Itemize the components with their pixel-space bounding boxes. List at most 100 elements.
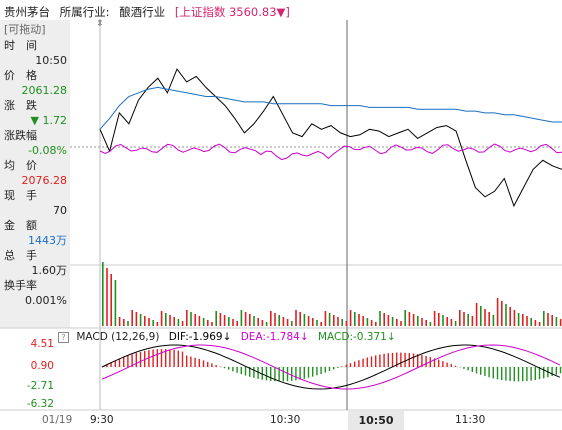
macd-bar: [517, 367, 520, 382]
macd-bar: [425, 356, 427, 367]
volume-bar: [291, 321, 293, 326]
macd-bar: [358, 360, 360, 367]
industry-value[interactable]: 酿酒行业: [119, 5, 166, 19]
volume-bar: [307, 316, 310, 326]
macd-bar: [152, 349, 154, 367]
macd-bar: [379, 354, 381, 367]
dea-line: [101, 344, 561, 390]
change-label: 涨 跌: [4, 99, 37, 112]
macd-bar: [228, 367, 230, 370]
macd-bar: [303, 367, 305, 379]
volume-bar: [362, 316, 364, 326]
macd-bar: [375, 355, 377, 367]
volume-bar: [253, 316, 255, 326]
time-label: 时 间: [4, 39, 37, 52]
volume-bar: [505, 304, 507, 326]
volume-bar: [534, 320, 537, 326]
volume-bar: [215, 311, 217, 326]
macd-bar: [106, 365, 108, 367]
volume-bar: [127, 321, 129, 326]
macd-bar: [223, 367, 226, 369]
volume-bar: [299, 312, 301, 326]
macd-bar: [265, 367, 268, 381]
index-link[interactable]: [上证指数 3560.83▼]: [174, 5, 290, 19]
dif-line: [101, 344, 560, 390]
macd-bar: [496, 367, 499, 380]
info-panel[interactable]: [可拖动] 时 间 10:50 价 格 2061.28 涨 跌 ▼ 1.72 涨…: [0, 20, 70, 328]
macd-bar: [450, 364, 452, 367]
volume-bar: [165, 313, 167, 326]
macd-bar: [408, 353, 410, 367]
macd-y-label-3: -2.71: [26, 380, 54, 392]
volume-bar: [328, 313, 331, 326]
volume-bar: [278, 315, 280, 326]
macd-bar: [312, 367, 314, 377]
volume-bar: [110, 274, 112, 326]
volume-bar: [467, 314, 469, 326]
macd-bar: [362, 358, 364, 367]
volume-bar: [312, 318, 314, 326]
volume-bar: [156, 322, 159, 326]
volume-bar: [144, 316, 146, 326]
macd-y-label-1: 4.51: [30, 338, 54, 350]
macd-bar: [412, 353, 415, 367]
series-layer: [99, 68, 562, 208]
volume-bar: [249, 314, 251, 326]
volume-bar: [270, 311, 272, 326]
macd-bar: [446, 362, 448, 367]
macd-bar: [190, 356, 192, 367]
drag-label[interactable]: [可拖动]: [4, 23, 46, 36]
macd-bar: [135, 353, 137, 367]
volume-bar: [102, 262, 104, 326]
macd-bar: [366, 357, 368, 367]
volume-bar: [480, 306, 482, 326]
volume-bar: [219, 313, 222, 326]
avg-label: 均 价: [4, 159, 37, 172]
macd-bar: [534, 367, 536, 380]
header: 贵州茅台 所属行业: 酿酒行业 [上证指数 3560.83▼]: [4, 4, 296, 20]
macd-bar: [307, 367, 310, 378]
macd-bar: [232, 367, 234, 372]
volume-bar: [135, 312, 138, 326]
macd-bar: [391, 352, 394, 367]
macd-y-label-2: 0.90: [30, 360, 54, 372]
volume-bar: [177, 319, 180, 326]
volume-bar: [471, 316, 474, 326]
volume-bar: [257, 318, 259, 326]
avg-price-line: [99, 86, 562, 130]
macd-bar: [484, 367, 486, 377]
volume-bar: [118, 317, 121, 326]
macd-bar: [467, 367, 469, 371]
axis-time-930: 9:30: [90, 414, 114, 426]
volume-bar: [404, 310, 406, 326]
volume-bar: [114, 280, 117, 326]
macd-bar: [278, 367, 280, 382]
volume-bar: [236, 321, 238, 326]
volume-bar: [207, 320, 209, 326]
volume-bar: [446, 317, 448, 326]
macd-bar: [387, 353, 389, 367]
change-value: ▼ 1.72: [30, 114, 67, 127]
volume-bar: [265, 322, 268, 326]
macd-bar: [316, 367, 318, 376]
macd-bar: [236, 367, 238, 373]
macd-help-icon[interactable]: ?: [58, 331, 69, 343]
macd-bar: [274, 367, 276, 382]
turnover-value: 0.001%: [25, 294, 67, 307]
macd-title[interactable]: MACD (12,26,9): [76, 331, 160, 343]
macd-bar: [249, 367, 251, 377]
macd-bar: [202, 360, 205, 367]
volume-bar: [442, 315, 444, 326]
volume-bar: [412, 314, 415, 326]
macd-bar: [421, 355, 423, 367]
volume-bar: [366, 318, 369, 326]
volume-bar: [438, 313, 440, 326]
volume-bar: [551, 315, 553, 326]
volume-bar: [123, 319, 125, 326]
volume-bar: [425, 320, 427, 326]
industry-label: 所属行业:: [59, 5, 110, 19]
macd-bar: [211, 363, 213, 367]
amount-label: 金 额: [4, 219, 37, 232]
macd-bar: [442, 361, 444, 367]
